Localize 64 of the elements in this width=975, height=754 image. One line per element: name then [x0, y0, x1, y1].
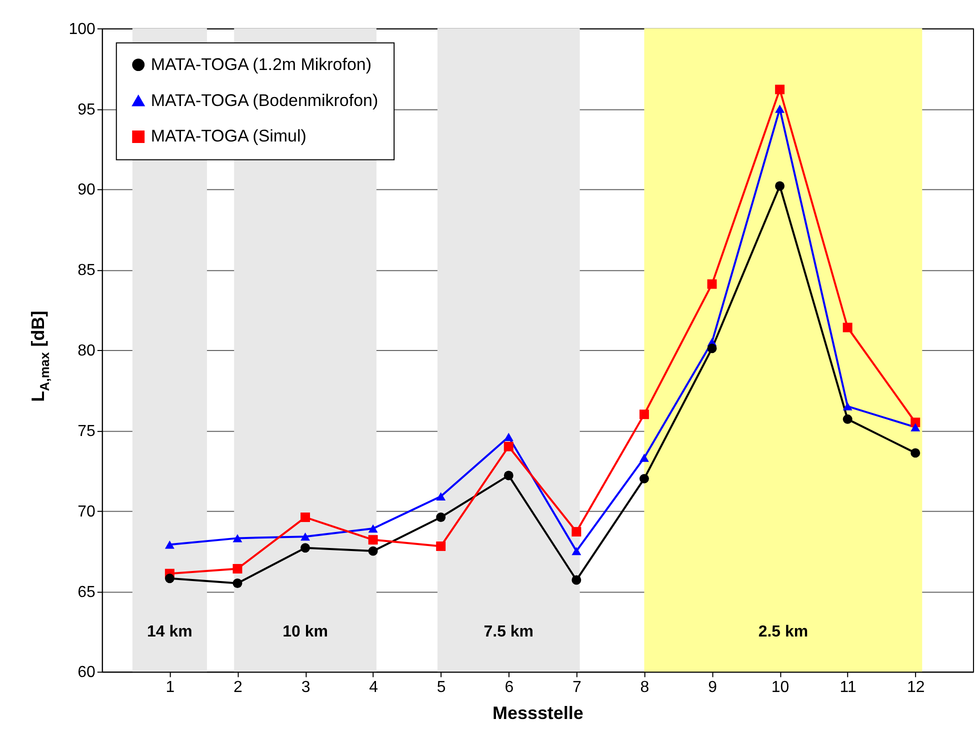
point [775, 84, 785, 94]
point [842, 414, 852, 424]
y-tick-label: 70 [78, 503, 96, 520]
y-tick-label: 100 [68, 20, 96, 38]
y-axis-title: LA,max [dB] [28, 310, 52, 402]
x-tick-label: 9 [708, 679, 718, 696]
point [572, 527, 582, 536]
point [639, 474, 649, 484]
point [300, 512, 310, 522]
x-tick-label: 11 [840, 679, 856, 696]
point [842, 322, 852, 332]
point [572, 575, 582, 585]
point [368, 535, 378, 545]
legend-label: MATA-TOGA (Simul) [150, 126, 306, 146]
point [775, 181, 785, 191]
point [775, 104, 785, 113]
x-tick-label: 5 [436, 679, 446, 696]
point [842, 402, 852, 410]
y-tick-label: 60 [78, 664, 96, 682]
point [572, 546, 582, 556]
x-tick-label: 8 [640, 679, 650, 696]
point [232, 564, 242, 574]
point [436, 492, 446, 500]
point [300, 532, 310, 541]
y-tick-label: 80 [78, 342, 96, 360]
point [436, 512, 446, 522]
point [707, 344, 717, 354]
x-tick-label: 4 [369, 679, 378, 696]
point [436, 541, 446, 551]
point [232, 534, 242, 542]
point [504, 432, 514, 441]
point [910, 448, 920, 458]
point [164, 574, 174, 584]
y-tick-label: 85 [78, 262, 96, 280]
y-tick-label: 95 [78, 101, 96, 118]
point [504, 442, 514, 452]
x-tick-label: 1 [166, 679, 175, 696]
legend-label: MATA-TOGA (Bodenmikrofon) [150, 90, 378, 110]
x-tick-label: 6 [504, 679, 514, 696]
point [232, 578, 242, 588]
y-tick-label: 65 [78, 584, 96, 601]
y-tick-label: 75 [78, 422, 96, 440]
x-tick-label: 10 [771, 679, 790, 696]
x-tick-label: 2 [234, 679, 243, 696]
band-label: 14 km [147, 623, 192, 640]
point [368, 524, 378, 533]
point [504, 470, 514, 480]
x-axis-title: Messstelle [492, 703, 584, 724]
y-tick-label: 90 [78, 182, 96, 199]
point [639, 410, 649, 420]
x-tick-label: 7 [572, 679, 582, 696]
point [639, 454, 649, 462]
x-tick-label: 12 [906, 679, 925, 696]
band-label: 2.5 km [758, 623, 808, 640]
band-label: 7.5 km [484, 623, 534, 640]
band-label: 10 km [282, 623, 328, 640]
legend-label: MATA-TOGA (1.2m Mikrofon) [150, 54, 372, 74]
point [368, 546, 378, 556]
x-tick-label: 3 [301, 679, 310, 696]
point [300, 543, 310, 553]
point [910, 418, 920, 428]
point [707, 279, 717, 289]
point [164, 540, 174, 549]
point [910, 423, 920, 432]
